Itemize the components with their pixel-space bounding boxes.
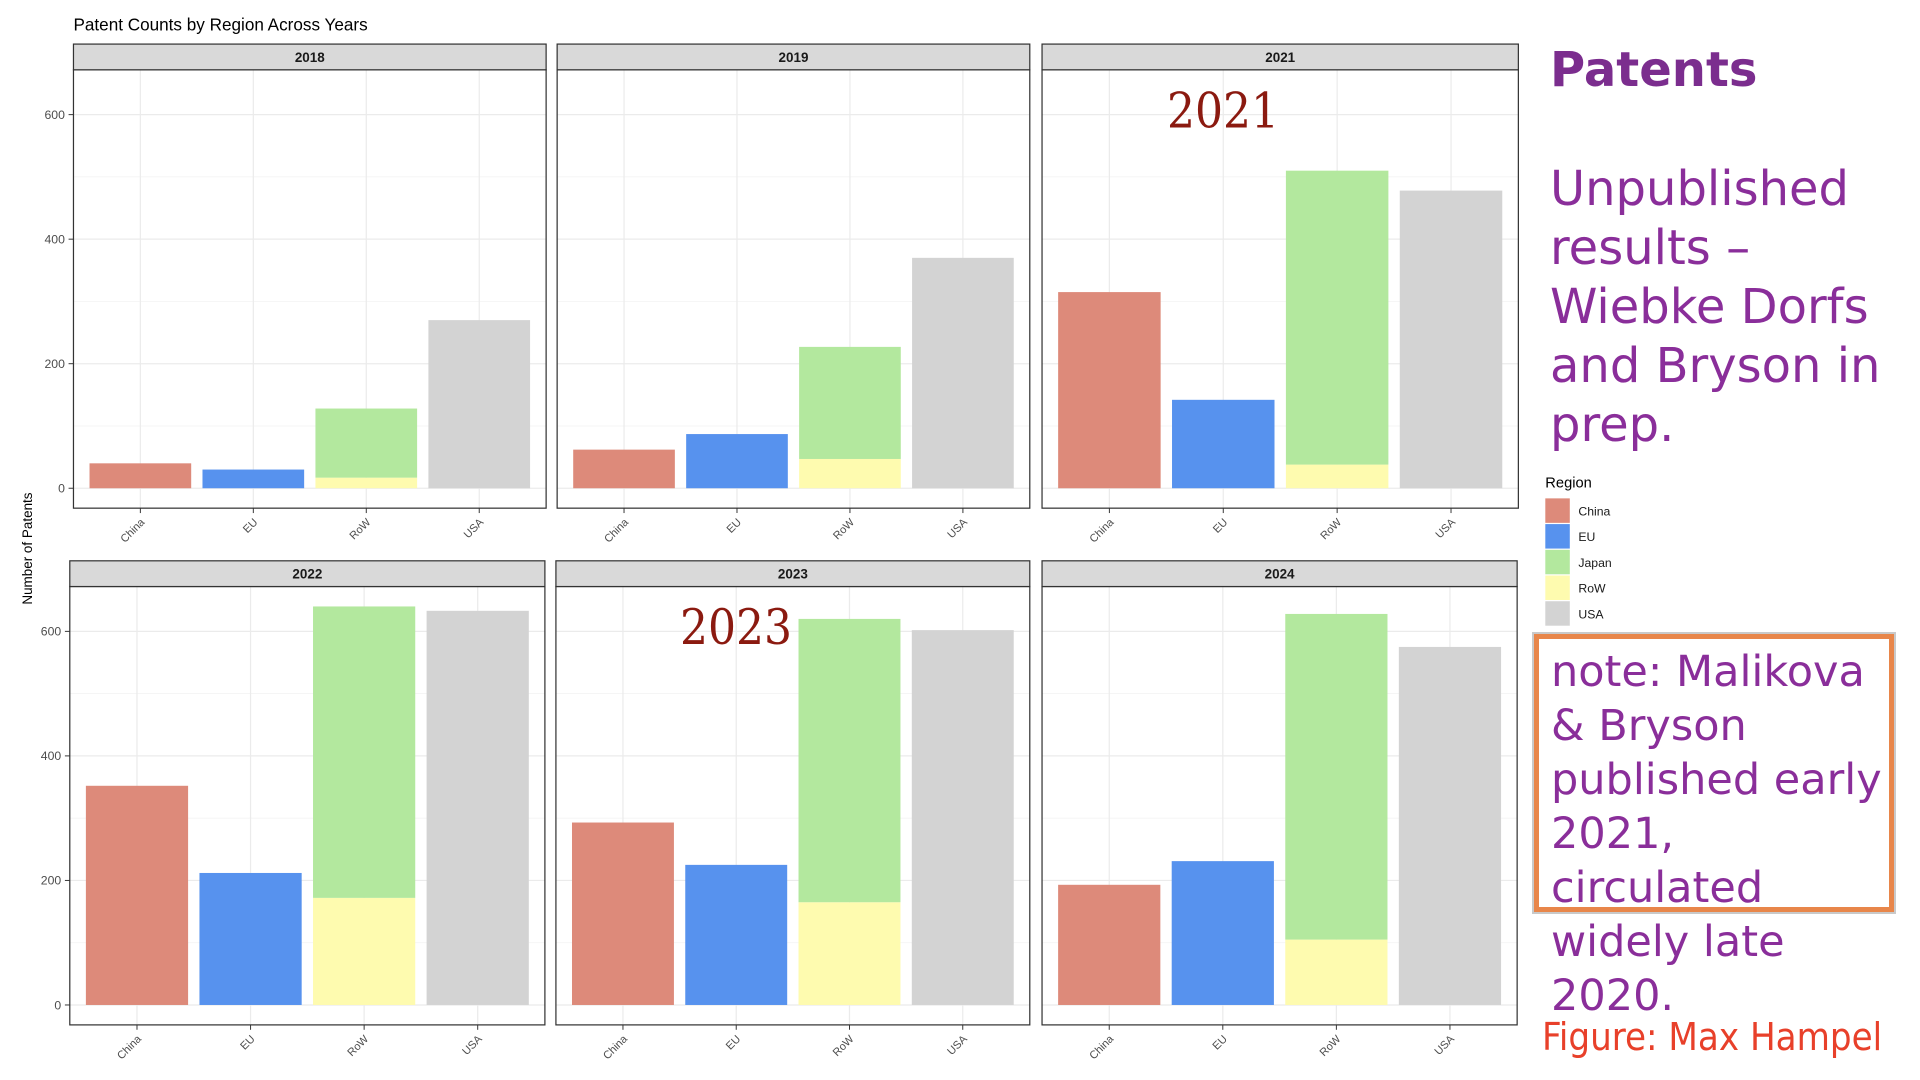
legend-label: Japan [1578, 556, 1612, 570]
bar [315, 408, 418, 478]
x-tick-label: EU [241, 516, 260, 535]
legend-swatch [1545, 601, 1570, 626]
facet-title: 2021 [1265, 50, 1295, 65]
x-tick-label: USA [1432, 1033, 1457, 1058]
bar [315, 477, 418, 489]
annotation: 2021 [1167, 82, 1279, 139]
x-tick-label: USA [460, 1033, 485, 1058]
sidebar-credit: Figure: Max Hampel [1542, 1015, 1883, 1059]
legend-label: RoW [1578, 582, 1606, 596]
bar [573, 449, 675, 489]
x-tick-label: EU [238, 1033, 257, 1052]
bar [799, 346, 901, 459]
y-tick-label: 600 [41, 625, 62, 639]
sidebar-text: Unpublished results – Wiebke Dorfs and B… [1550, 161, 1881, 453]
bar [911, 630, 1014, 1005]
chart-title: Patent Counts by Region Across Years [73, 15, 367, 35]
bar [1172, 399, 1275, 489]
facet-strip [1041, 43, 1519, 71]
legend-swatch [1545, 549, 1570, 575]
bar [798, 618, 901, 903]
x-tick-label: EU [724, 1033, 743, 1052]
bar [1285, 939, 1388, 1005]
sidebar-note: note: Malikova & Bryson published early … [1532, 632, 1896, 1021]
bar [685, 864, 788, 1005]
facet-title: 2022 [292, 567, 322, 582]
bar [199, 872, 302, 1005]
x-tick-label: USA [462, 516, 487, 541]
facet-strip [69, 560, 546, 588]
x-tick-label: RoW [1318, 1033, 1344, 1059]
x-tick-label: RoW [831, 516, 857, 542]
bar [798, 902, 901, 1005]
bar [428, 320, 531, 489]
sidebar-title: Patents [1550, 42, 1758, 98]
x-tick-label: EU [1211, 516, 1230, 535]
x-tick-label: RoW [347, 516, 373, 542]
bar [313, 897, 416, 1005]
facet-title: 2018 [295, 50, 325, 65]
y-tick-label: 0 [54, 998, 61, 1012]
y-tick-label: 200 [41, 874, 62, 888]
y-tick-label: 600 [44, 108, 65, 122]
bar [799, 458, 901, 489]
legend-label: China [1578, 505, 1610, 519]
legend-swatch [1545, 524, 1570, 549]
x-tick-label: China [601, 1033, 630, 1062]
bar [1399, 190, 1503, 489]
bar [686, 434, 788, 489]
annotation: 2023 [680, 599, 792, 656]
bar [1285, 170, 1389, 465]
bar [1285, 464, 1389, 489]
bar [1398, 646, 1502, 1005]
bar [89, 463, 192, 489]
facet-strip [1041, 560, 1518, 588]
legend-title: Region [1545, 475, 1592, 491]
y-tick-label: 400 [41, 749, 62, 763]
y-tick-label: 0 [58, 482, 65, 496]
bar [912, 257, 1014, 489]
facet-title: 2019 [779, 50, 809, 65]
bar [1058, 292, 1161, 489]
facet-title: 2023 [778, 567, 808, 582]
bar [313, 606, 416, 898]
x-tick-label: China [115, 1033, 144, 1062]
x-tick-label: China [1088, 516, 1117, 545]
x-tick-label: RoW [1318, 516, 1344, 542]
facet-title: 2024 [1265, 567, 1295, 582]
bar [1285, 613, 1388, 940]
legend-swatch [1545, 498, 1570, 523]
y-tick-label: 400 [44, 232, 65, 246]
x-tick-label: China [602, 516, 631, 545]
bar [202, 469, 305, 489]
facet-strip [555, 560, 1031, 588]
bar [571, 822, 674, 1005]
legend-label: USA [1578, 607, 1604, 621]
x-tick-label: USA [945, 1033, 970, 1058]
x-tick-label: EU [1211, 1033, 1230, 1052]
x-tick-label: China [1087, 1033, 1116, 1062]
legend-swatch [1545, 575, 1570, 600]
bar [1058, 884, 1161, 1005]
x-tick-label: USA [1434, 516, 1459, 541]
y-axis-title: Number of Patents [20, 492, 35, 604]
x-tick-label: EU [725, 516, 744, 535]
facet-strip [556, 43, 1031, 71]
x-tick-label: RoW [345, 1033, 371, 1059]
x-tick-label: China [119, 516, 148, 545]
x-tick-label: RoW [831, 1033, 857, 1059]
y-tick-label: 200 [44, 357, 65, 371]
bar [426, 610, 529, 1005]
bar [85, 785, 189, 1005]
legend-label: EU [1578, 530, 1595, 544]
facet-strip [72, 43, 547, 71]
x-tick-label: USA [945, 516, 970, 541]
bar [1171, 861, 1274, 1005]
